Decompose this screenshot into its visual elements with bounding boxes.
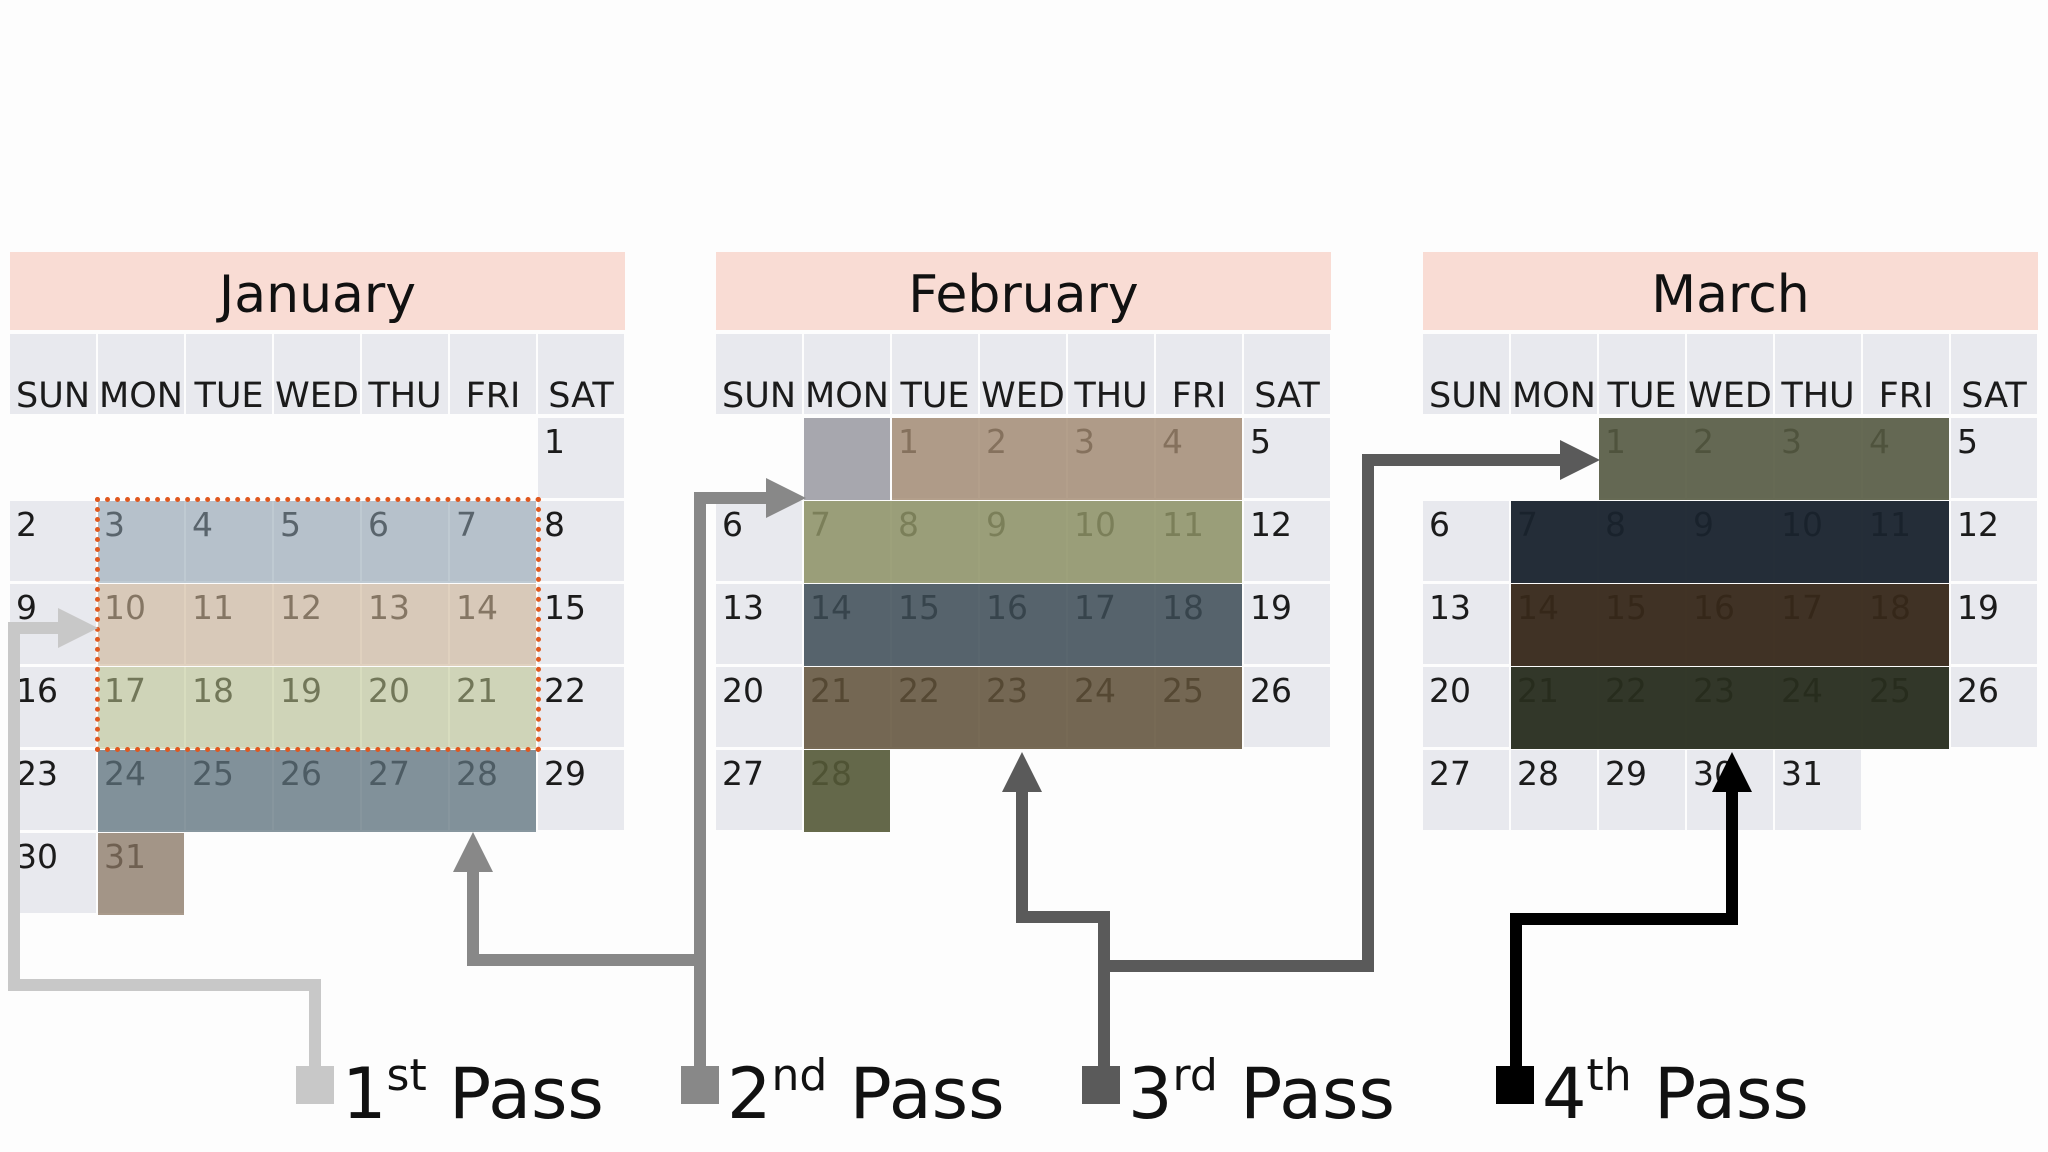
day-cell: 31 xyxy=(1775,750,1861,830)
arrowhead-pass-3-branch xyxy=(1560,440,1600,480)
swatch-pass-4 xyxy=(1496,1066,1534,1104)
weekday-header: MON xyxy=(1511,334,1597,414)
day-cell: 6 xyxy=(716,501,802,581)
day-cell: 28 xyxy=(1511,750,1597,830)
day-cell: 23 xyxy=(10,750,96,830)
weekday-header: MON xyxy=(98,334,184,414)
arrowhead-pass-3 xyxy=(1002,752,1042,792)
arrow-pass-2 xyxy=(694,492,774,1085)
swatch-pass-3 xyxy=(1082,1066,1120,1104)
day-cell: 27 xyxy=(716,750,802,830)
day-cell: 13 xyxy=(716,584,802,664)
day-cell: 19 xyxy=(1244,584,1330,664)
day-cell: 20 xyxy=(716,667,802,747)
weekday-header: THU xyxy=(1775,334,1861,414)
arrow-pass-4 xyxy=(1510,786,1738,1085)
legend-pass-3: 3rd Pass xyxy=(1082,1045,1395,1134)
weekday-header: SAT xyxy=(538,334,624,414)
month-title: February xyxy=(716,252,1331,330)
arrowhead-pass-2 xyxy=(766,478,806,518)
weekday-header: SUN xyxy=(716,334,802,414)
day-cell: 22 xyxy=(538,667,624,747)
day-cell: 29 xyxy=(538,750,624,830)
legend-label: 4th Pass xyxy=(1542,1050,1809,1135)
legend-pass-1: 1st Pass xyxy=(296,1045,604,1134)
day-cell: 26 xyxy=(1951,667,2037,747)
weekday-header: WED xyxy=(1687,334,1773,414)
day-cell: 5 xyxy=(1244,418,1330,498)
day-cell: 26 xyxy=(1244,667,1330,747)
day-cell: 12 xyxy=(1244,501,1330,581)
weekday-header: SAT xyxy=(1244,334,1330,414)
day-cell: 30 xyxy=(10,833,96,913)
weekday-header: THU xyxy=(362,334,448,414)
day-cell: 5 xyxy=(1951,418,2037,498)
month-title: March xyxy=(1423,252,2038,330)
legend-label: 1st Pass xyxy=(342,1050,604,1135)
month-title: January xyxy=(10,252,625,330)
day-cell: 20 xyxy=(1423,667,1509,747)
weekday-header: FRI xyxy=(450,334,536,414)
day-cell: 27 xyxy=(1423,750,1509,830)
day-cell: 8 xyxy=(538,501,624,581)
weekday-header: FRI xyxy=(1863,334,1949,414)
day-cell: 29 xyxy=(1599,750,1685,830)
legend-pass-4: 4th Pass xyxy=(1496,1045,1809,1134)
day-cell: 6 xyxy=(1423,501,1509,581)
weekday-header: TUE xyxy=(892,334,978,414)
weekday-header: TUE xyxy=(1599,334,1685,414)
weekday-header: TUE xyxy=(186,334,272,414)
weekday-header: SUN xyxy=(10,334,96,414)
arrow-pass-2-branch xyxy=(467,866,700,966)
swatch-pass-2 xyxy=(681,1066,719,1104)
legend-pass-2: 2nd Pass xyxy=(681,1045,1005,1134)
weekday-header: SUN xyxy=(1423,334,1509,414)
swatch-pass-1 xyxy=(296,1066,334,1104)
weekday-header: FRI xyxy=(1156,334,1242,414)
arrow-pass-3 xyxy=(1016,790,1110,1085)
day-cell: 13 xyxy=(1423,584,1509,664)
legend-label: 2nd Pass xyxy=(727,1050,1005,1135)
arrowhead-pass-4 xyxy=(1712,752,1752,792)
selection-outline xyxy=(95,497,541,752)
weekday-header: MON xyxy=(804,334,890,414)
arrow-pass-1 xyxy=(8,622,321,1085)
arrow-pass-3-branch xyxy=(1104,454,1568,972)
day-cell: 2 xyxy=(10,501,96,581)
weekday-header: THU xyxy=(1068,334,1154,414)
day-cell: 12 xyxy=(1951,501,2037,581)
arrowhead-pass-1 xyxy=(58,608,98,648)
day-cell: 19 xyxy=(1951,584,2037,664)
weekday-header: WED xyxy=(274,334,360,414)
weekday-header: WED xyxy=(980,334,1066,414)
arrowhead-pass-2-branch xyxy=(453,832,493,872)
legend-label: 3rd Pass xyxy=(1128,1050,1395,1135)
day-cell: 15 xyxy=(538,584,624,664)
day-cell: 1 xyxy=(538,418,624,498)
day-cell: 16 xyxy=(10,667,96,747)
weekday-header: SAT xyxy=(1951,334,2037,414)
